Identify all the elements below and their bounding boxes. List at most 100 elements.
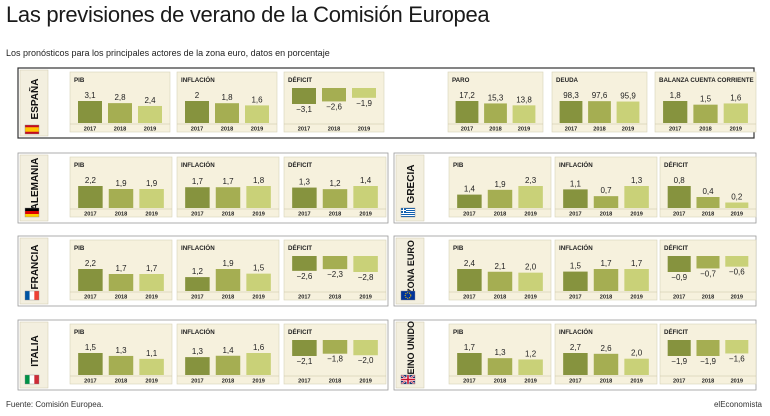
- bar-value-label: 2,4: [464, 259, 476, 268]
- flag-fr-icon: [24, 290, 40, 301]
- bar: [78, 101, 102, 123]
- year-tick-label: 2017: [669, 127, 681, 133]
- country-name: GRECIA: [406, 165, 417, 204]
- year-tick-label: 2019: [252, 212, 264, 218]
- bar-value-label: 1,5: [570, 262, 582, 271]
- bar-value-label: 0,2: [731, 193, 743, 202]
- bar-value-label: 2: [195, 91, 200, 100]
- bar: [563, 189, 588, 208]
- bar: [663, 101, 688, 123]
- bar: [725, 340, 749, 354]
- year-tick-label: 2018: [115, 295, 127, 301]
- panel-title: PIB: [453, 162, 464, 169]
- bar: [353, 256, 378, 272]
- year-tick-label: 2018: [593, 127, 605, 133]
- panel-title: PIB: [74, 162, 85, 169]
- bar-value-label: −1,9: [356, 99, 372, 108]
- year-tick-label: 2017: [84, 212, 96, 218]
- bar-value-label: 1,3: [299, 178, 311, 187]
- indicator-panel: INFLACIÓN 1,2 2017 1,9 2018 1,5 2019: [176, 239, 280, 301]
- year-tick-label: 2019: [251, 127, 263, 133]
- panel-title: INFLACIÓN: [559, 244, 593, 252]
- bar-value-label: 2,4: [144, 96, 156, 105]
- credit-note: elEconomista: [713, 400, 762, 409]
- country-block-zona-euro: ZONA EURO PIB2,420172,120182,02019INFLACI…: [393, 235, 757, 307]
- country-name: ZONA EURO: [406, 240, 416, 294]
- bar: [563, 271, 588, 291]
- bar: [457, 353, 482, 375]
- year-tick-label: 2018: [702, 379, 714, 385]
- bar: [588, 101, 611, 123]
- bar-value-label: 1,9: [494, 180, 506, 189]
- bar: [108, 355, 134, 375]
- year-tick-label: 2017: [84, 295, 96, 301]
- bar-value-label: 98,3: [563, 91, 579, 100]
- year-tick-label: 2019: [518, 127, 530, 133]
- flag-uk-icon: [400, 374, 416, 385]
- indicator-panel: DÉFICIT 0,8 2017 0,4 2018 0,2 2019: [659, 156, 757, 218]
- year-tick-label: 2017: [565, 127, 577, 133]
- bar: [292, 340, 317, 356]
- bar: [455, 101, 479, 123]
- bar-value-label: 1,7: [600, 259, 612, 268]
- bar: [667, 340, 691, 356]
- bar-value-label: 1,6: [730, 93, 742, 102]
- year-tick-label: 2019: [630, 212, 642, 218]
- bar: [487, 271, 513, 291]
- year-tick-label: 2017: [298, 127, 310, 133]
- bar: [185, 357, 210, 375]
- indicator-panel: DEUDA 98,3 2017 97,6 2018 95,9 2019: [551, 71, 648, 133]
- bar-value-label: 2,7: [570, 343, 582, 352]
- bar: [457, 194, 482, 208]
- bar: [624, 269, 649, 291]
- bar-value-label: 1,3: [192, 347, 204, 356]
- bar-value-label: 2,6: [600, 344, 612, 353]
- bar-value-label: 1,4: [222, 346, 234, 355]
- bar-value-label: 2,8: [114, 93, 126, 102]
- year-tick-label: 2017: [569, 379, 581, 385]
- year-tick-label: 2019: [252, 295, 264, 301]
- page-title: Las previsiones de verano de la Comisión…: [6, 2, 490, 27]
- bar-value-label: −2,3: [327, 270, 343, 279]
- bar: [593, 269, 619, 291]
- year-tick-label: 2018: [600, 379, 612, 385]
- bar: [78, 269, 103, 291]
- bar: [624, 358, 649, 375]
- country-block-francia: FRANCIA PIB2,220171,720181,72019INFLACIÓN…: [17, 235, 389, 307]
- year-tick-label: 2018: [329, 379, 341, 385]
- bar: [457, 269, 482, 291]
- panel-title: DÉFICIT: [288, 328, 312, 336]
- year-tick-label: 2019: [630, 295, 642, 301]
- bar: [292, 88, 316, 104]
- bar: [593, 196, 619, 208]
- bar-value-label: 2,0: [525, 263, 537, 272]
- bar: [518, 359, 543, 375]
- year-tick-label: 2018: [114, 127, 126, 133]
- bar-value-label: 1,5: [700, 95, 712, 104]
- year-tick-label: 2018: [699, 127, 711, 133]
- bar-value-label: −1,9: [700, 357, 716, 366]
- bar: [624, 186, 649, 208]
- indicator-panel: PIB 3,1 2017 2,8 2018 2,4 2019: [69, 71, 171, 133]
- panel-title: DÉFICIT: [664, 244, 688, 252]
- bar: [185, 101, 209, 123]
- year-tick-label: 2017: [191, 212, 203, 218]
- country-block-grecia: GRECIA PIB 1,4 2017 1,9 2018 2,3 2019 INFLACIÓN 1…: [393, 152, 757, 224]
- bar-value-label: 1,9: [222, 259, 234, 268]
- bar: [667, 256, 691, 272]
- year-tick-label: 2019: [359, 212, 371, 218]
- bar: [185, 187, 210, 208]
- country-name: ALEMANIA: [30, 158, 41, 211]
- bar-value-label: −1,6: [729, 354, 745, 363]
- year-tick-label: 2019: [730, 127, 742, 133]
- bar-value-label: 1,3: [115, 346, 127, 355]
- panel-title: DEUDA: [556, 77, 579, 84]
- year-tick-label: 2017: [191, 295, 203, 301]
- indicator-panel: BALANZA CUENTA CORRIENTE 1,8 2017 1,5 2018 1,…: [654, 71, 757, 133]
- bar-value-label: 2,2: [85, 259, 97, 268]
- bar-value-label: 1,9: [146, 179, 158, 188]
- indicator-panel: INFLACIÓN 2 2017 1,8 2018 1,6 2019: [176, 71, 278, 133]
- indicator-panel: PARO 17,2 2017 15,3 2018 13,8 2019: [447, 71, 544, 133]
- bar: [322, 88, 346, 102]
